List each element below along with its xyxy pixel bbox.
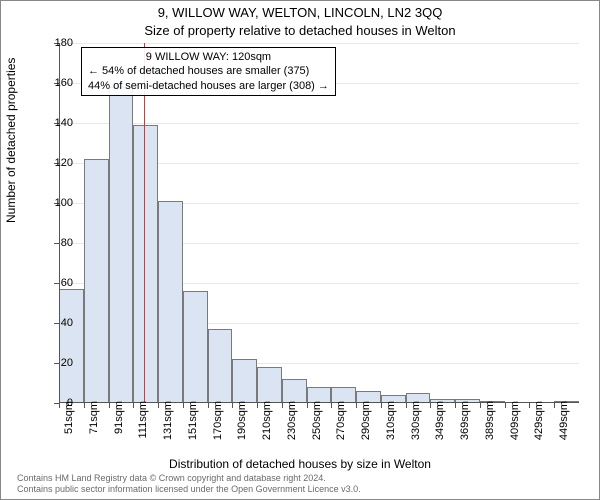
x-tick-label: 111sqm: [137, 401, 149, 451]
histogram-bar: [84, 159, 109, 403]
x-tick-label: 409sqm: [509, 401, 521, 451]
x-tick-mark: [406, 403, 407, 408]
x-tick-mark: [529, 403, 530, 408]
attribution-text: Contains HM Land Registry data © Crown c…: [17, 473, 361, 495]
histogram-bar: [257, 367, 282, 403]
marker-line: [144, 43, 145, 403]
x-tick-mark: [282, 403, 283, 408]
x-tick-mark: [133, 403, 134, 408]
y-tick-label: 140: [33, 117, 73, 129]
grid-line: [59, 123, 579, 124]
plot-area: [59, 43, 579, 403]
x-tick-mark: [554, 403, 555, 408]
x-tick-label: 389sqm: [484, 401, 496, 451]
y-tick-label: 60: [33, 277, 73, 289]
y-tick-label: 80: [33, 237, 73, 249]
x-tick-label: 330sqm: [410, 401, 422, 451]
histogram-bar: [282, 379, 307, 403]
y-axis-label: Number of detached properties: [4, 58, 18, 223]
x-tick-label: 369sqm: [459, 401, 471, 451]
x-axis-label: Distribution of detached houses by size …: [1, 457, 599, 471]
x-tick-label: 210sqm: [261, 401, 273, 451]
histogram-bar: [59, 289, 84, 403]
x-tick-mark: [381, 403, 382, 408]
x-tick-label: 349sqm: [434, 401, 446, 451]
y-tick-label: 120: [33, 157, 73, 169]
annotation-box: 9 WILLOW WAY: 120sqm← 54% of detached ho…: [81, 47, 336, 96]
histogram-bar: [183, 291, 208, 403]
annotation-line1: 9 WILLOW WAY: 120sqm: [88, 50, 329, 64]
x-tick-label: 170sqm: [212, 401, 224, 451]
y-tick-label: 180: [33, 37, 73, 49]
x-tick-mark: [257, 403, 258, 408]
x-tick-label: 250sqm: [311, 401, 323, 451]
x-tick-label: 270sqm: [335, 401, 347, 451]
x-tick-mark: [84, 403, 85, 408]
histogram-bar: [133, 125, 158, 403]
x-tick-mark: [331, 403, 332, 408]
x-tick-mark: [430, 403, 431, 408]
x-tick-mark: [109, 403, 110, 408]
x-tick-label: 190sqm: [236, 401, 248, 451]
y-axis-line: [59, 43, 60, 403]
histogram-bar: [109, 87, 134, 403]
y-tick-label: 40: [33, 317, 73, 329]
x-tick-label: 290sqm: [360, 401, 372, 451]
y-tick-label: 100: [33, 197, 73, 209]
x-tick-mark: [455, 403, 456, 408]
chart-container: 9, WILLOW WAY, WELTON, LINCOLN, LN2 3QQ …: [0, 0, 600, 500]
histogram-bar: [232, 359, 257, 403]
x-tick-mark: [232, 403, 233, 408]
x-tick-label: 449sqm: [558, 401, 570, 451]
x-tick-label: 131sqm: [162, 401, 174, 451]
x-tick-label: 310sqm: [385, 401, 397, 451]
x-tick-mark: [480, 403, 481, 408]
x-tick-label: 230sqm: [286, 401, 298, 451]
chart-title-line1: 9, WILLOW WAY, WELTON, LINCOLN, LN2 3QQ: [1, 5, 599, 20]
x-tick-label: 91sqm: [113, 401, 125, 451]
x-tick-mark: [356, 403, 357, 408]
x-tick-label: 151sqm: [187, 401, 199, 451]
x-tick-mark: [307, 403, 308, 408]
x-tick-mark: [505, 403, 506, 408]
x-tick-mark: [208, 403, 209, 408]
annotation-line2: ← 54% of detached houses are smaller (37…: [88, 64, 329, 78]
chart-title-line2: Size of property relative to detached ho…: [1, 23, 599, 38]
x-tick-label: 429sqm: [533, 401, 545, 451]
histogram-bar: [208, 329, 233, 403]
attribution-line1: Contains HM Land Registry data © Crown c…: [17, 473, 361, 484]
x-tick-label: 51sqm: [63, 401, 75, 451]
annotation-line3: 44% of semi-detached houses are larger (…: [88, 79, 329, 93]
y-tick-label: 20: [33, 357, 73, 369]
y-tick-label: 160: [33, 77, 73, 89]
attribution-line2: Contains public sector information licen…: [17, 484, 361, 495]
histogram-bar: [158, 201, 183, 403]
x-tick-mark: [158, 403, 159, 408]
x-tick-mark: [183, 403, 184, 408]
x-tick-label: 71sqm: [88, 401, 100, 451]
grid-line: [59, 43, 579, 44]
